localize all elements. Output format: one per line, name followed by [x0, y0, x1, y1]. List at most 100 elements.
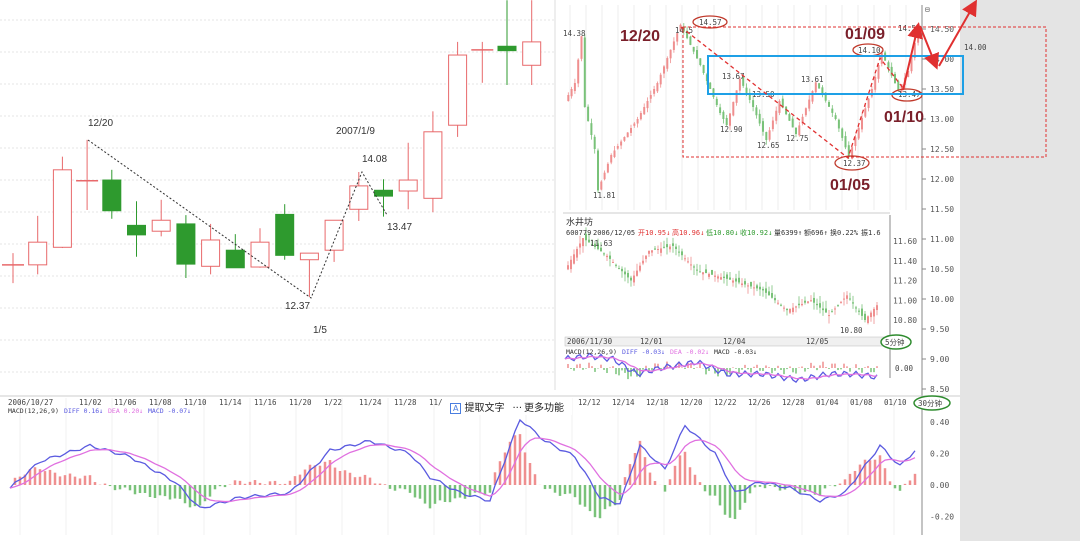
candle-body [615, 264, 617, 266]
candle-body [225, 249, 245, 269]
price-label: 11.81 [593, 191, 616, 200]
candle-body [864, 108, 867, 117]
trend-dotted-line [87, 139, 388, 299]
candle-body [910, 57, 913, 72]
candle-body [795, 127, 797, 134]
date-callout-01-09: 01/09 [845, 26, 885, 43]
y-tick: 8.50 [930, 385, 949, 394]
candle-body [669, 246, 671, 250]
candle-body [639, 265, 641, 271]
candle-body [522, 41, 542, 66]
price-label: 13.61 [801, 75, 824, 84]
candle-body [573, 83, 576, 92]
quote-date: 2006/12/05 [593, 229, 635, 237]
candle-body [567, 95, 570, 102]
candle-body [676, 33, 679, 42]
extract-text-button[interactable]: A 提取文字 [450, 399, 504, 414]
candle-body [844, 136, 847, 148]
period-30min-circle [913, 395, 951, 411]
candle-body [603, 172, 606, 180]
arrow-up-breakout [938, 0, 977, 67]
candle-body [663, 246, 665, 248]
candle-body [151, 219, 171, 232]
candle-body [762, 288, 764, 291]
daily-candles [2, 0, 542, 297]
y-tick: 0.00 [930, 481, 949, 490]
candle-body [714, 275, 716, 277]
x-tick: 12/04 [723, 337, 746, 346]
candle-body [702, 272, 704, 275]
candle-body [841, 128, 844, 138]
candle-body [657, 249, 659, 251]
candle-body [795, 306, 797, 308]
high-date-label: 2007/1/9 [336, 126, 375, 137]
macd-legend: MACD(12,26,9) DIFF 0.16↓ DEA 0.20↓ MACD … [8, 407, 191, 415]
candle-body [275, 213, 295, 256]
candle-body [735, 278, 737, 282]
candle-body [732, 280, 734, 283]
more-button[interactable]: ··· 更多功能 [512, 399, 564, 414]
candle-body [597, 243, 599, 250]
candle-body [814, 82, 817, 93]
candle-body [742, 76, 745, 86]
candle-body [349, 185, 369, 210]
candle-body [849, 298, 851, 300]
period-5min-button[interactable]: 5分钟 [885, 337, 905, 347]
candle-body [567, 265, 569, 270]
quote-close: 收10.92↓ [740, 228, 772, 237]
candle-body [636, 119, 639, 124]
price-label: 14.00 [964, 43, 987, 52]
y-tick: 11.00 [930, 235, 954, 244]
candle-body [590, 123, 593, 135]
candle-body [897, 81, 900, 91]
x-tick: 11/28 [394, 398, 417, 407]
x-tick: 1/22 [324, 398, 342, 407]
window-toggle-icon[interactable]: ⊟ [925, 5, 930, 14]
candle-body [753, 287, 755, 289]
candle-body [847, 145, 850, 157]
arrow-up [902, 22, 924, 91]
candle-body [696, 269, 698, 271]
x-tick: 11/02 [79, 398, 102, 407]
candle-body [649, 95, 652, 99]
candle-body [732, 101, 735, 116]
candle-body [748, 92, 751, 100]
candle-body [738, 78, 741, 91]
x-tick: 11/14 [219, 398, 242, 407]
candle-body [423, 131, 443, 199]
circle-14.57 [692, 15, 728, 29]
candle-body [816, 303, 818, 306]
candle-body [798, 125, 801, 136]
y-tick: 13.50 [930, 85, 954, 94]
candle-body [324, 219, 344, 251]
candle-body [579, 243, 581, 248]
candle-body [663, 66, 665, 74]
candle-body [692, 46, 695, 52]
candle-body [588, 239, 590, 243]
period-30min-button[interactable]: 30分钟 [918, 398, 943, 408]
candle-body [653, 89, 656, 94]
macd-panel [9, 352, 917, 520]
candle-body [870, 312, 872, 318]
candle-body [679, 24, 682, 32]
candle-body [822, 308, 824, 311]
x-tick: 11/ [429, 398, 443, 407]
price-label: 12.65 [757, 141, 780, 150]
candle-body [758, 113, 761, 124]
y-tick: -0.20 [930, 512, 954, 521]
x-tick: 11/08 [149, 398, 172, 407]
candle-body [824, 92, 827, 101]
projection-arrows [902, 0, 977, 91]
x-tick: 12/18 [646, 398, 669, 407]
quote-volume: 量6399↑ [774, 229, 802, 237]
candle-body [623, 137, 626, 141]
candle-body [719, 107, 722, 113]
candle-body [781, 98, 784, 108]
y-tick: 12.00 [930, 175, 954, 184]
candle-body [606, 255, 608, 258]
candle-body [894, 73, 896, 84]
candle-body [756, 285, 758, 289]
candle-body [639, 113, 642, 120]
candle-body [497, 45, 517, 52]
candle-body [606, 163, 609, 173]
